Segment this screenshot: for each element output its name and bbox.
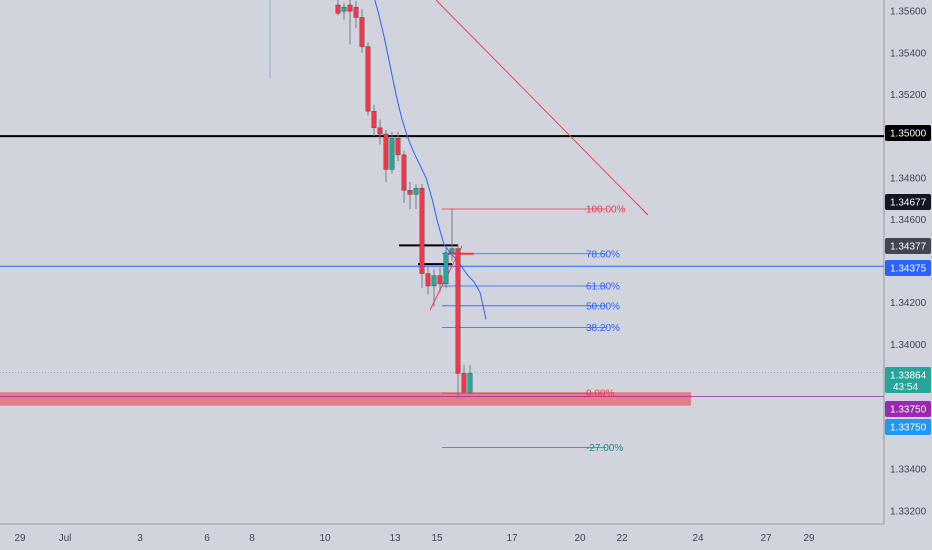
fib-level-label-1: 78.60% bbox=[586, 249, 620, 260]
candle-body-2 bbox=[347, 4, 353, 12]
time-tick-0: 29 bbox=[14, 533, 26, 544]
price-tick-5: 1.34200 bbox=[890, 298, 927, 309]
candle-body-16 bbox=[431, 275, 437, 287]
moving-average-line bbox=[374, 0, 487, 320]
candle-body-5 bbox=[365, 46, 371, 112]
price-tag-3 bbox=[885, 260, 931, 276]
candle-body-9 bbox=[389, 138, 395, 170]
fib-level-label-6: -27.00% bbox=[586, 443, 623, 454]
price-tag-value-5: 1.33750 bbox=[890, 405, 927, 416]
price-tag-value-1: 1.34677 bbox=[890, 198, 927, 209]
price-tag-2 bbox=[885, 238, 931, 254]
price-tag-6 bbox=[885, 419, 931, 435]
price-tag-4 bbox=[885, 367, 931, 393]
price-tag-value-4: 1.33864 bbox=[890, 371, 927, 382]
candle-body-13 bbox=[413, 187, 419, 195]
candle-body-8 bbox=[383, 133, 389, 170]
candle-body-14 bbox=[419, 187, 425, 274]
time-tick-1: Jul bbox=[59, 533, 72, 544]
price-tick-0: 1.35600 bbox=[890, 7, 927, 18]
plot-background bbox=[0, 0, 884, 524]
price-tag-value-0: 1.35000 bbox=[890, 129, 927, 140]
candle-body-18 bbox=[443, 252, 449, 285]
candle-body-20 bbox=[455, 248, 461, 374]
time-tick-12: 27 bbox=[760, 533, 772, 544]
fibonacci-layer: 100.00% 78.60% 61.80% 50.00% 38.20% 0.00% -27.… bbox=[442, 205, 626, 454]
candle-body-17 bbox=[437, 275, 443, 285]
price-tag-0 bbox=[885, 125, 931, 141]
candle-body-7 bbox=[377, 127, 383, 135]
countdown-label: 43:54 bbox=[893, 382, 918, 393]
fib-level-label-3: 50.00% bbox=[586, 301, 620, 312]
price-tick-1: 1.35400 bbox=[890, 48, 927, 59]
time-axis-background[interactable] bbox=[0, 524, 884, 550]
descending-trendline bbox=[435, 0, 649, 216]
price-axis-labels: 1.35600 1.35400 1.35200 1.34800 1.34600 1.342… bbox=[890, 7, 927, 518]
time-tick-11: 24 bbox=[692, 533, 704, 544]
fib-level-label-4: 38.20% bbox=[586, 323, 620, 334]
time-tick-7: 15 bbox=[431, 533, 443, 544]
time-tick-4: 8 bbox=[249, 533, 255, 544]
candle-body-4 bbox=[359, 17, 365, 47]
fib-level-label-2: 61.80% bbox=[586, 282, 620, 293]
price-tag-value-3: 1.34375 bbox=[890, 264, 927, 275]
price-tag-value-6: 1.33750 bbox=[890, 423, 927, 434]
time-tick-2: 3 bbox=[137, 533, 143, 544]
candle-body-12 bbox=[407, 190, 413, 195]
candle-body-19 bbox=[449, 248, 455, 253]
price-tick-3: 1.34800 bbox=[890, 173, 927, 184]
price-tag-1 bbox=[885, 194, 931, 210]
fib-level-label-5: 0.00% bbox=[586, 389, 614, 400]
price-tick-8: 1.33200 bbox=[890, 506, 927, 517]
time-tick-6: 13 bbox=[389, 533, 401, 544]
price-tick-4: 1.34600 bbox=[890, 215, 927, 226]
price-tags: 1.35000 1.34677 1.34377 1.34375 1.3386443:54… bbox=[885, 125, 931, 435]
fib-level-label-0: 100.00% bbox=[586, 205, 626, 216]
candle-body-3 bbox=[353, 6, 359, 18]
support-zone-layer bbox=[0, 392, 884, 406]
candle-body-6 bbox=[371, 110, 377, 129]
price-tick-2: 1.35200 bbox=[890, 90, 927, 101]
time-tick-13: 29 bbox=[803, 533, 815, 544]
price-tag-value-2: 1.34377 bbox=[890, 242, 927, 253]
support-zone bbox=[0, 392, 691, 406]
price-tag-5 bbox=[885, 401, 931, 417]
time-tick-3: 6 bbox=[204, 533, 210, 544]
candle-body-11 bbox=[401, 154, 407, 191]
candle-body-21 bbox=[461, 373, 467, 393]
moving-average-layer bbox=[374, 0, 487, 320]
candle-body-10 bbox=[395, 138, 401, 156]
time-tick-5: 10 bbox=[319, 533, 331, 544]
candle-body-1 bbox=[341, 6, 347, 12]
candle-body-22 bbox=[467, 373, 473, 393]
candle-body-0 bbox=[335, 4, 341, 14]
price-tick-7: 1.33400 bbox=[890, 465, 927, 476]
time-axis-labels: 29 Jul 3 6 8 10 13 15 17 20 22 24 27 29 bbox=[14, 533, 815, 544]
candles-layer bbox=[335, 0, 473, 399]
price-tick-6: 1.34000 bbox=[890, 340, 927, 351]
horizontal-lines-layer bbox=[0, 135, 884, 373]
time-tick-9: 20 bbox=[574, 533, 586, 544]
candle-body-15 bbox=[425, 273, 431, 287]
time-tick-8: 17 bbox=[506, 533, 518, 544]
time-tick-10: 22 bbox=[616, 533, 628, 544]
